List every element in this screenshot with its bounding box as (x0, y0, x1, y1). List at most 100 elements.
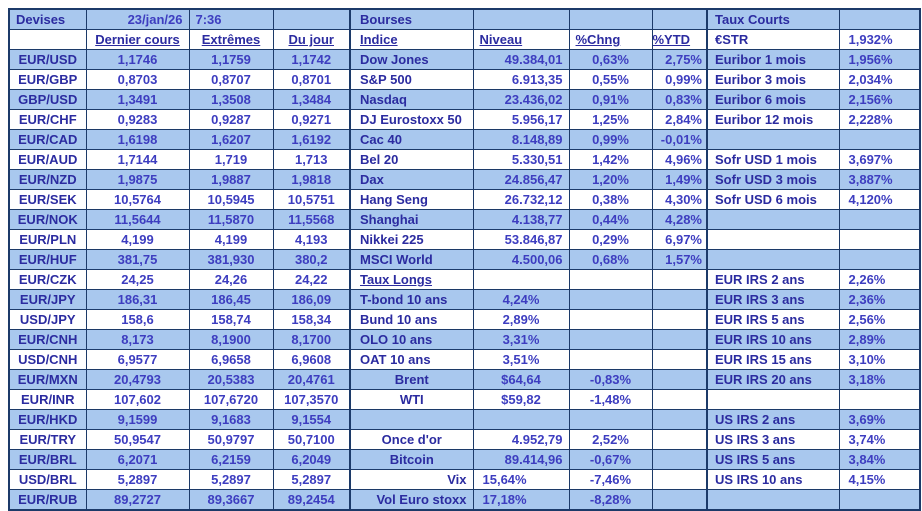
rate-name: EUR IRS 5 ans (706, 309, 840, 330)
pct-change: -0,67% (568, 449, 653, 470)
last-price: 4,199 (85, 229, 190, 250)
day-value: 11,5568 (272, 209, 351, 230)
last-price: 6,9577 (85, 349, 190, 370)
long-rate-value: 3,31% (472, 329, 570, 350)
currency-pair: EUR/JPY (8, 289, 87, 310)
pct-change: 0,44% (568, 209, 653, 230)
index-name: DJ Eurostoxx 50 (349, 109, 474, 130)
extremes-value: 89,3667 (188, 489, 274, 511)
extremes-value: 0,8707 (188, 69, 274, 90)
index-name: Bel 20 (349, 149, 474, 170)
day-value: 50,7100 (272, 429, 351, 450)
day-value: 1,6192 (272, 129, 351, 150)
empty-cell (568, 349, 653, 370)
rate-value: 4,120% (838, 189, 921, 210)
index-level: 23.436,02 (472, 89, 570, 110)
currency-pair: EUR/CAD (8, 129, 87, 150)
devises-title: Devises (8, 8, 87, 30)
pct-ytd: 4,30% (651, 189, 708, 210)
col-header-niveau: Niveau (472, 29, 570, 50)
table-row: EUR/TRY 50,9547 50,9797 50,7100 Once d'or 4.9… (8, 429, 921, 450)
col-header-dernier-cours: Dernier cours (85, 29, 190, 50)
taux-longs-title: Taux Longs (349, 269, 474, 290)
index-name: Hang Seng (349, 189, 474, 210)
table-row: EUR/PLN 4,199 4,199 4,193 Nikkei 225 53.846,8… (8, 229, 921, 250)
column-header-row: Dernier cours Extrêmes Du jour Indice Niveau… (8, 29, 921, 50)
day-value: 4,193 (272, 229, 351, 250)
last-price: 11,5644 (85, 209, 190, 230)
empty-cell (472, 8, 570, 30)
table-row: EUR/GBP 0,8703 0,8707 0,8701 S&P 500 6.913,35… (8, 69, 921, 90)
day-value: 107,3570 (272, 389, 351, 410)
last-price: 10,5764 (85, 189, 190, 210)
index-name: MSCI World (349, 249, 474, 270)
empty-cell (472, 409, 570, 430)
empty-cell (651, 329, 708, 350)
extremes-value: 0,9287 (188, 109, 274, 130)
rate-value: 3,74% (838, 429, 921, 450)
extremes-value: 1,719 (188, 149, 274, 170)
last-price: 186,31 (85, 289, 190, 310)
pct-ytd: -0,01% (651, 129, 708, 150)
day-value: 8,1700 (272, 329, 351, 350)
currency-pair: EUR/INR (8, 389, 87, 410)
day-value: 6,9608 (272, 349, 351, 370)
day-value: 0,8701 (272, 69, 351, 90)
currency-pair: EUR/SEK (8, 189, 87, 210)
currency-pair: EUR/HUF (8, 249, 87, 270)
pct-ytd: 0,99% (651, 69, 708, 90)
empty-cell (568, 8, 653, 30)
empty-cell (651, 409, 708, 430)
day-value: 6,2049 (272, 449, 351, 470)
pct-ytd: 6,97% (651, 229, 708, 250)
empty-cell (349, 409, 474, 430)
rate-name: Euribor 12 mois (706, 109, 840, 130)
pct-ytd: 2,75% (651, 49, 708, 70)
empty-cell (651, 389, 708, 410)
rate-value: 2,26% (838, 269, 921, 290)
last-price: 6,2071 (85, 449, 190, 470)
extremes-value: 50,9797 (188, 429, 274, 450)
empty-cell (838, 229, 921, 250)
extremes-value: 107,6720 (188, 389, 274, 410)
rate-name: EUR IRS 15 ans (706, 349, 840, 370)
table-row: EUR/INR 107,602 107,6720 107,3570 WTI $59,82-… (8, 389, 921, 410)
rate-value: 3,69% (838, 409, 921, 430)
currency-pair: GBP/USD (8, 89, 87, 110)
extremes-value: 20,5383 (188, 369, 274, 390)
extremes-value: 381,930 (188, 249, 274, 270)
commodity-name: Brent (349, 369, 474, 390)
rate-value: 3,887% (838, 169, 921, 190)
day-value: 9,1554 (272, 409, 351, 430)
last-price: 1,1746 (85, 49, 190, 70)
pct-change: 1,20% (568, 169, 653, 190)
day-value: 0,9271 (272, 109, 351, 130)
rate-value: 2,56% (838, 309, 921, 330)
table-row: EUR/CNH 8,173 8,1900 8,1700 OLO 10 ans 3,31% E… (8, 329, 921, 350)
table-row: GBP/USD 1,3491 1,3508 1,3484 Nasdaq 23.436,02… (8, 89, 921, 110)
index-name: Cac 40 (349, 129, 474, 150)
currency-pair: EUR/NOK (8, 209, 87, 230)
index-level: 24.856,47 (472, 169, 570, 190)
index-name: Nikkei 225 (349, 229, 474, 250)
extremes-value: 11,5870 (188, 209, 274, 230)
last-price: 1,3491 (85, 89, 190, 110)
day-value: 24,22 (272, 269, 351, 290)
empty-cell (838, 389, 921, 410)
day-value: 186,09 (272, 289, 351, 310)
table-row: EUR/SEK 10,5764 10,5945 10,5751 Hang Seng 26.… (8, 189, 921, 210)
rate-name: EUR IRS 3 ans (706, 289, 840, 310)
taux-courts-title: Taux Courts (706, 8, 840, 30)
pct-ytd: 4,96% (651, 149, 708, 170)
asset-price: 4.952,79 (472, 429, 570, 450)
pct-change: 1,42% (568, 149, 653, 170)
last-price: 9,1599 (85, 409, 190, 430)
currency-pair: EUR/USD (8, 49, 87, 70)
commodity-price: $64,64 (472, 369, 570, 390)
pct-change: -1,48% (568, 389, 653, 410)
currency-pair: USD/JPY (8, 309, 87, 330)
table-row: USD/CNH 6,9577 6,9658 6,9608 OAT 10 ans 3,51%… (8, 349, 921, 370)
extremes-value: 158,74 (188, 309, 274, 330)
report-grid-body: Devises 23/jan/26 7:36 Bourses Taux Courts De… (8, 8, 921, 511)
empty-cell (706, 489, 840, 511)
